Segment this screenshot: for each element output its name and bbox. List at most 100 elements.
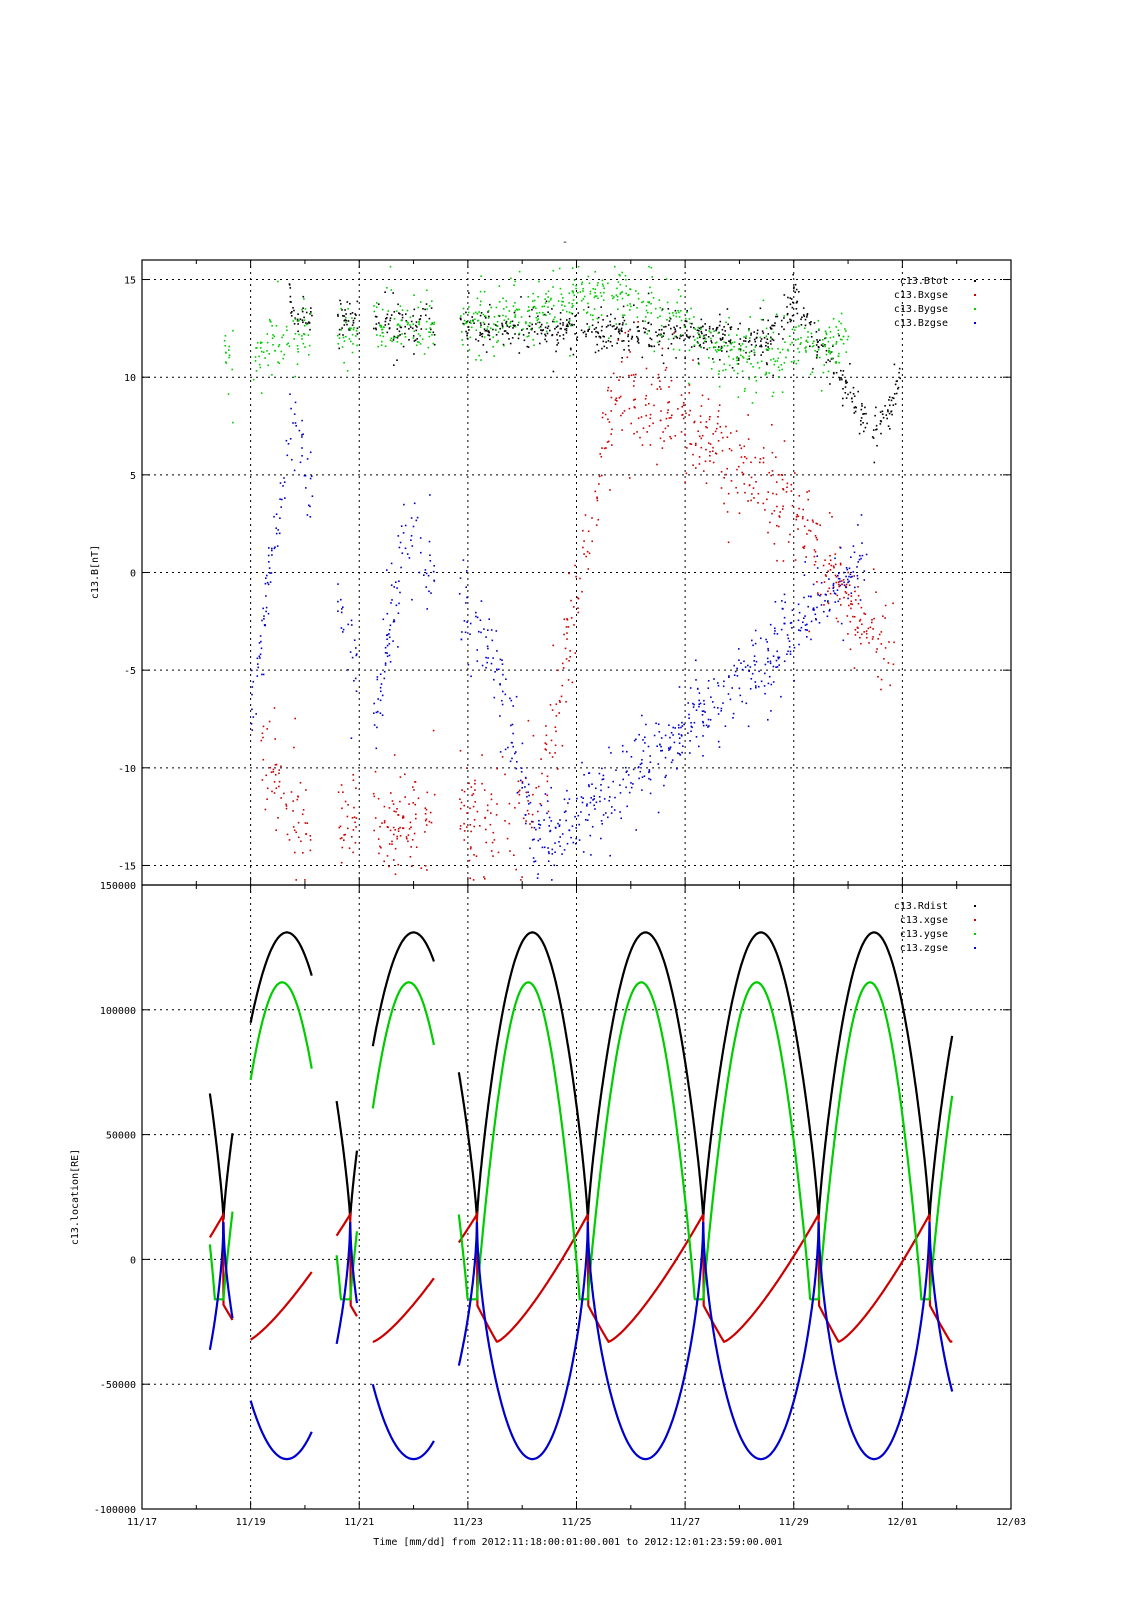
b-field-point — [526, 345, 529, 348]
b-field-point — [805, 556, 807, 558]
b-field-point — [617, 339, 620, 341]
b-field-point — [525, 820, 527, 822]
b-field-point — [623, 319, 626, 322]
b-field-point — [875, 428, 877, 431]
b-field-point — [834, 563, 837, 566]
b-field-point — [641, 356, 644, 359]
b-field-point — [424, 308, 426, 311]
b-field-point — [425, 328, 427, 330]
b-field-point — [565, 810, 567, 812]
b-field-point — [729, 326, 732, 329]
b-field-point — [701, 710, 704, 712]
b-field-point — [262, 736, 264, 739]
b-field-point — [383, 820, 386, 822]
b-field-point — [526, 335, 529, 338]
b-field-point — [392, 803, 395, 805]
b-field-point — [856, 574, 859, 577]
b-field-point — [644, 320, 646, 323]
b-field-point — [302, 342, 305, 345]
b-field-point — [344, 319, 346, 321]
b-field-point — [483, 323, 486, 325]
b-field-point — [802, 546, 804, 548]
b-field-point — [610, 396, 613, 399]
b-field-point — [463, 839, 466, 841]
b-field-point — [692, 453, 694, 456]
b-field-point — [723, 363, 725, 365]
b-field-point — [633, 304, 635, 306]
b-field-point — [386, 638, 388, 640]
b-field-point — [678, 753, 681, 755]
b-field-point — [515, 751, 517, 753]
b-field-point — [402, 827, 404, 829]
b-field-point — [798, 643, 800, 646]
b-field-point — [558, 699, 561, 702]
b-field-point — [656, 335, 659, 337]
x-tick-label: 12/01 — [887, 1517, 917, 1528]
b-field-point — [834, 593, 837, 595]
b-field-point — [600, 837, 602, 840]
b-field-point — [268, 547, 270, 549]
b-field-point — [511, 723, 514, 726]
b-field-point — [769, 326, 772, 329]
b-field-point — [485, 656, 487, 659]
b-field-point — [598, 475, 601, 478]
b-field-point — [828, 350, 831, 352]
b-field-point — [764, 692, 766, 695]
b-field-point — [527, 346, 530, 348]
b-field-point — [797, 619, 800, 622]
b-field-point — [555, 730, 557, 733]
b-field-point — [690, 722, 692, 724]
b-field-point — [717, 349, 720, 352]
b-field-point — [376, 302, 378, 304]
b-field-point — [781, 325, 783, 328]
b-field-point — [705, 448, 707, 451]
b-field-point — [540, 329, 542, 331]
b-field-point — [696, 337, 699, 339]
b-field-point — [760, 360, 763, 363]
b-field-point — [569, 324, 572, 327]
b-field-point — [588, 552, 591, 555]
b-field-point — [594, 288, 597, 290]
b-field-point — [551, 308, 553, 310]
b-field-point — [514, 302, 516, 304]
b-field-point — [308, 321, 310, 323]
b-field-point — [859, 618, 862, 621]
b-field-point — [517, 780, 520, 783]
b-field-point — [293, 338, 295, 340]
b-field-point — [565, 327, 568, 330]
b-field-point — [375, 327, 377, 330]
b-field-point — [564, 328, 566, 331]
b-field-point — [849, 573, 852, 576]
b-field-point — [609, 341, 612, 343]
b-field-point — [415, 813, 417, 816]
b-field-point — [375, 306, 378, 308]
b-field-point — [532, 300, 534, 302]
b-field-point — [531, 820, 533, 823]
b-field-point — [712, 433, 714, 435]
b-field-point — [228, 354, 231, 356]
b-field-point — [571, 306, 573, 308]
b-field-point — [525, 321, 527, 323]
b-field-point — [498, 668, 500, 671]
b-field-point — [747, 664, 749, 667]
b-field-point — [466, 826, 468, 828]
b-field-point — [380, 326, 382, 328]
b-field-point — [502, 673, 504, 676]
b-field-point — [820, 593, 822, 596]
b-field-point — [504, 773, 506, 776]
b-field-point — [516, 761, 518, 763]
b-field-point — [521, 787, 523, 789]
b-field-point — [521, 780, 524, 783]
b-field-point — [702, 720, 704, 723]
b-field-point — [377, 838, 380, 840]
b-field-point — [340, 303, 342, 305]
b-field-point — [681, 725, 684, 727]
b-field-point — [644, 736, 646, 739]
b-field-point — [463, 323, 465, 326]
b-field-point — [564, 647, 567, 650]
b-field-point — [388, 865, 390, 868]
b-field-point — [852, 393, 855, 395]
b-field-point — [395, 604, 398, 607]
b-field-point — [308, 344, 311, 347]
b-field-point — [351, 624, 353, 626]
